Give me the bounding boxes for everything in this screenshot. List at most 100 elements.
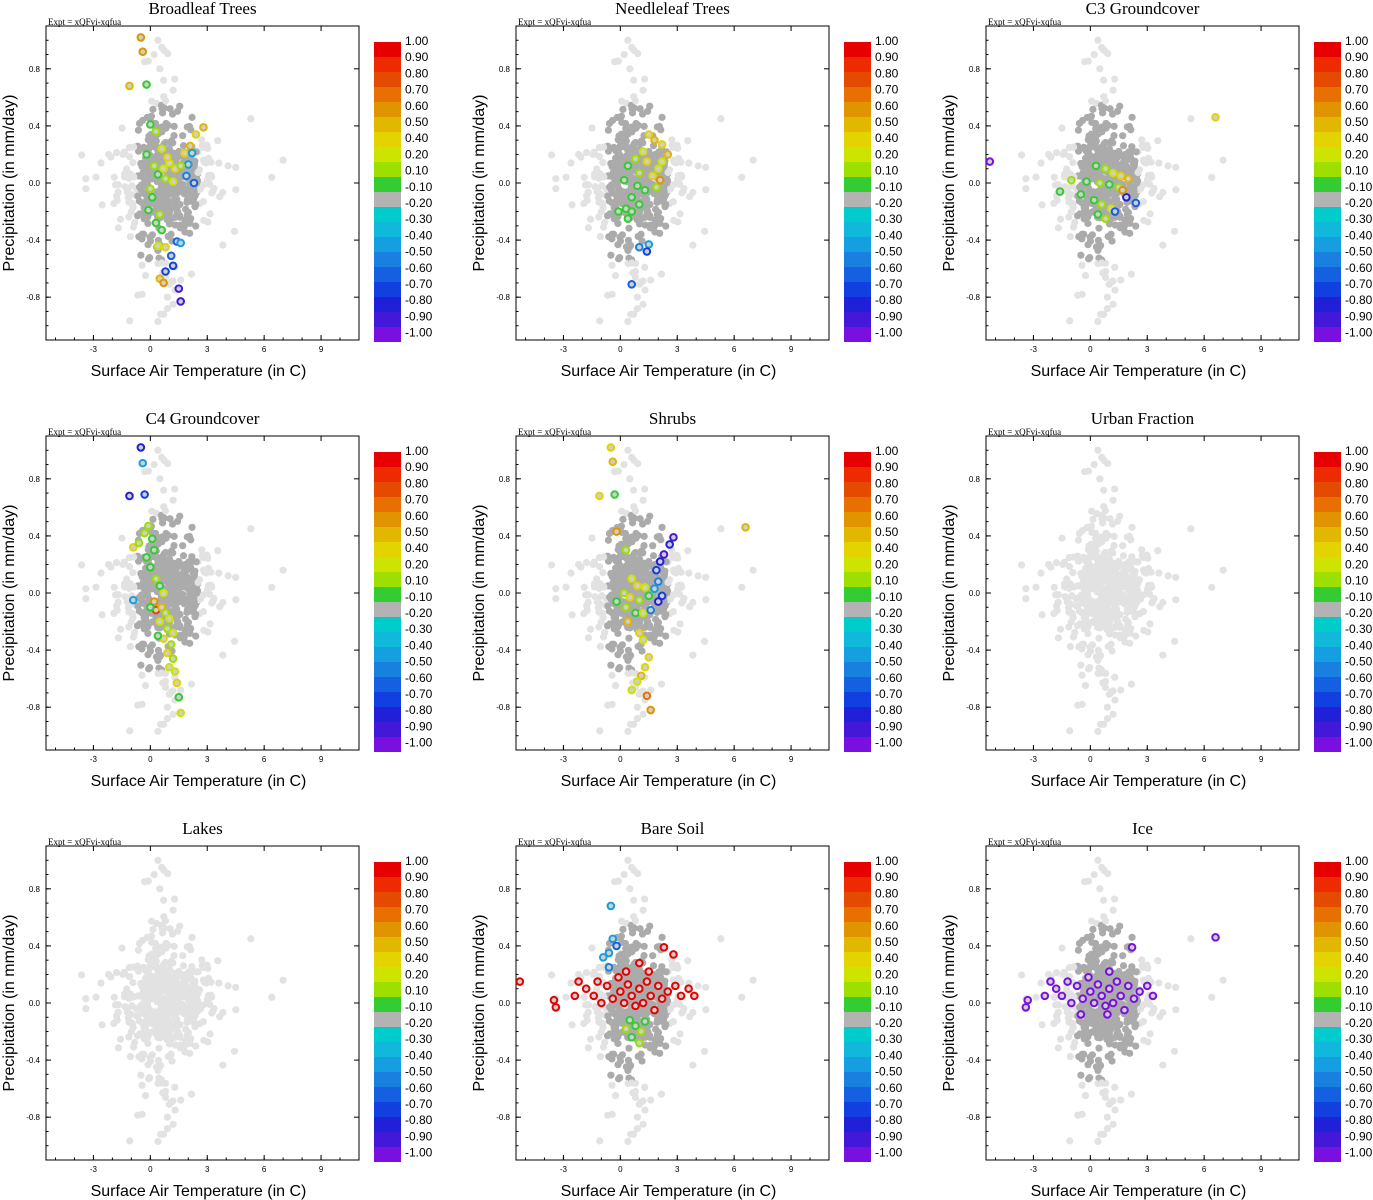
background-point [156, 982, 164, 990]
background-point [154, 1056, 163, 1064]
background-point [1109, 496, 1117, 504]
colorbar-label: 1.00 [405, 34, 429, 48]
colorbar-segment [1314, 632, 1341, 647]
colorbar-label: -1.00 [405, 326, 433, 340]
background-point [175, 557, 183, 566]
background-point [206, 210, 214, 218]
background-point [1118, 571, 1126, 579]
highlight-point [644, 130, 654, 139]
colorbar-segment [1314, 102, 1341, 117]
colorbar-segment [844, 557, 871, 572]
colorbar-label: -0.10 [875, 590, 903, 604]
background-point [1081, 589, 1090, 597]
background-point [657, 126, 665, 134]
background-point [1078, 700, 1086, 708]
background-point [639, 86, 647, 94]
background-point [130, 143, 138, 151]
background-point [141, 179, 150, 187]
highlight-point [159, 164, 168, 174]
background-point [1095, 599, 1103, 608]
colorbar-segment [844, 57, 871, 72]
colorbar-label: 0.50 [1345, 115, 1369, 129]
background-point [1104, 531, 1112, 539]
background-point [639, 710, 647, 718]
highlight-point [138, 458, 148, 468]
background-point [596, 727, 604, 735]
background-point [77, 151, 86, 159]
background-point [187, 946, 195, 954]
y-tick-label: 0.8 [499, 885, 511, 894]
background-point [169, 710, 177, 718]
highlight-point [1118, 185, 1127, 195]
background-point [118, 534, 126, 542]
background-point [1087, 130, 1095, 138]
colorbar-segment [844, 497, 871, 512]
background-point [631, 507, 640, 515]
background-point [738, 173, 746, 181]
background-point [159, 553, 167, 561]
background-point [1090, 50, 1098, 59]
colorbar-label: -1.00 [875, 736, 903, 750]
background-point [1075, 233, 1083, 241]
background-point [164, 190, 173, 198]
colorbar-label: 0.80 [405, 886, 429, 900]
y-tick-label: -0.8 [966, 293, 980, 302]
background-point [1119, 142, 1128, 150]
background-point [1068, 609, 1076, 617]
background-point [187, 536, 195, 544]
background-point [668, 551, 676, 560]
highlight-point [1097, 200, 1107, 209]
colorbar-segment [1314, 282, 1341, 297]
highlight-point [657, 140, 667, 149]
background-point [633, 293, 642, 301]
background-point [626, 565, 634, 573]
background-point [161, 683, 170, 692]
colorbar-segment [374, 632, 401, 647]
highlight-point [621, 602, 631, 612]
expt-label: Expt = xQFvi-xqfua [988, 17, 1061, 27]
background-point [595, 174, 603, 182]
background-point [146, 237, 155, 245]
background-point [606, 620, 614, 628]
background-point [568, 611, 576, 619]
background-point [1109, 549, 1117, 557]
colorbar-label: 0.40 [1345, 131, 1369, 145]
background-point [621, 119, 630, 128]
y-tick-label: 0.0 [29, 589, 41, 598]
background-point [114, 598, 122, 606]
background-point [1094, 36, 1102, 44]
background-point [668, 141, 676, 150]
background-point [232, 1006, 240, 1014]
background-point [1113, 605, 1121, 613]
background-point [121, 580, 129, 588]
y-axis-label: Precipitation (in mm/day) [941, 505, 958, 682]
colorbar-segment [844, 482, 871, 497]
background-point [694, 162, 702, 170]
background-point [1164, 572, 1172, 580]
background-point [1065, 584, 1073, 592]
background-point [1109, 86, 1117, 94]
background-point [1104, 559, 1112, 567]
background-point [638, 647, 646, 655]
x-tick-label: 0 [618, 755, 623, 764]
background-point [1110, 132, 1118, 140]
background-point [136, 210, 144, 218]
highlight-point [638, 608, 648, 618]
colorbar-segment [374, 602, 401, 617]
background-point [1119, 552, 1128, 560]
colorbar-label: 0.80 [405, 66, 429, 80]
background-point [164, 941, 172, 949]
background-point [171, 586, 180, 594]
colorbar-segment [374, 527, 401, 542]
scatter-points [547, 443, 757, 736]
background-point [215, 979, 223, 987]
background-point [1103, 293, 1112, 301]
background-point [1068, 199, 1076, 207]
background-point [622, 243, 631, 251]
background-point [611, 612, 619, 620]
colorbar-label: -0.10 [1345, 180, 1373, 194]
background-point [192, 222, 200, 230]
background-point [188, 933, 196, 941]
colorbar-label: -0.20 [1345, 606, 1373, 620]
